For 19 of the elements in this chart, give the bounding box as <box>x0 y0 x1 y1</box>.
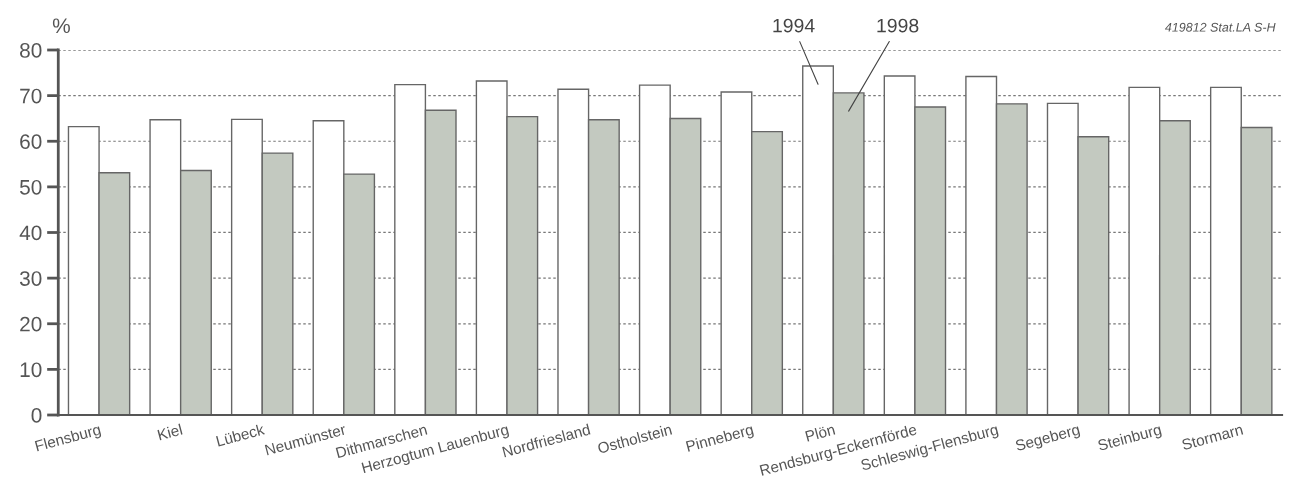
series-label: 1994 <box>773 18 815 33</box>
y-tick-label: 50 <box>19 179 42 195</box>
x-tick-label: Stormarn <box>1181 423 1244 451</box>
x-tick-label: Kiel <box>157 423 183 441</box>
y-tick-label: 0 <box>31 408 42 423</box>
y-tick-label: 40 <box>19 225 42 241</box>
y-axis-title: % <box>52 18 70 34</box>
y-tick-label: 60 <box>20 134 42 149</box>
x-tick-label: Flensburg <box>34 423 102 455</box>
x-tick-label: Lübeck <box>215 423 266 447</box>
y-tick-label: 80 <box>20 43 42 58</box>
y-tick-label: 30 <box>19 271 42 286</box>
text: 1998 <box>877 18 919 33</box>
y-tick-label: 10 <box>20 362 42 378</box>
text: 419812 Stat.LA S-H <box>1164 22 1276 32</box>
y-tick-label: 20 <box>20 316 42 332</box>
x-tick-label: Steinburg <box>1097 423 1163 454</box>
x-tick-label: Segeberg <box>1014 423 1081 455</box>
y-tick-label: 70 <box>20 88 42 104</box>
